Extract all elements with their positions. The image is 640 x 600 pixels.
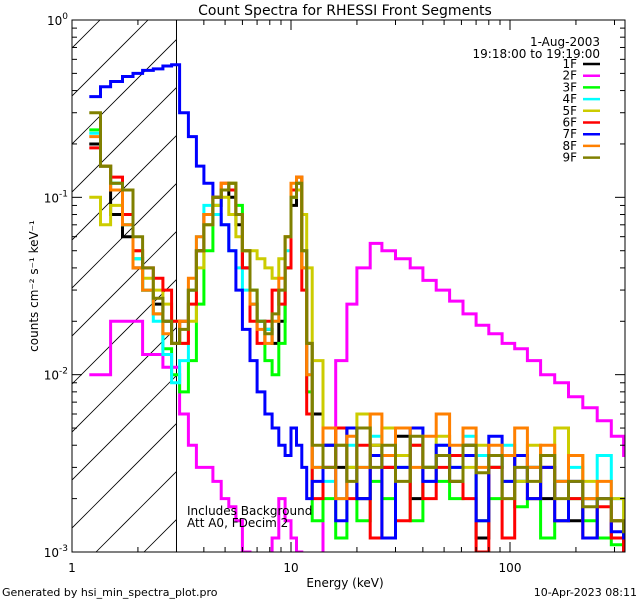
- hatch-line: [72, 86, 177, 193]
- hatch-line: [72, 20, 149, 97]
- y-tick-exponent: 0: [62, 12, 68, 22]
- legend-label-1f: 1F: [562, 57, 577, 71]
- y-axis-label: counts cm⁻² s⁻¹ keV⁻¹: [27, 220, 41, 352]
- y-tick-label: 100: [47, 12, 68, 28]
- footer-timestamp: 10-Apr-2023 08:11: [534, 586, 637, 599]
- axis-ticks: [71, 20, 625, 553]
- plot-frame: [71, 19, 626, 553]
- series-group: [89, 63, 625, 552]
- legend-label-2f: 2F: [562, 69, 577, 83]
- hatch-line: [72, 38, 177, 145]
- legend-label-8f: 8F: [562, 139, 577, 153]
- annotation-background: Includes Background: [187, 504, 312, 518]
- series-9f: [89, 111, 625, 534]
- legend-label-7f: 7F: [562, 127, 577, 141]
- x-axis-label: Energy (keV): [306, 576, 383, 590]
- chart-title: Count Spectra for RHESSI Front Segments: [198, 3, 492, 19]
- hatch-line: [72, 230, 177, 337]
- x-tick-label: 1: [68, 561, 76, 575]
- y-tick-base: 10: [44, 191, 59, 205]
- legend-label-9f: 9F: [562, 151, 577, 165]
- legend-label-6f: 6F: [562, 116, 577, 130]
- hatch-line: [72, 374, 177, 481]
- legend-date: 1-Aug-2003: [530, 35, 600, 49]
- y-tick-label: 10-3: [44, 544, 68, 560]
- legend-time-range: 19:18:00 to 19:19:00: [473, 47, 600, 61]
- hatch-line: [95, 470, 177, 552]
- y-tick-exponent: -2: [59, 367, 68, 377]
- series-2f: [89, 241, 625, 552]
- legend-label-5f: 5F: [562, 104, 577, 118]
- hatch-line: [72, 278, 177, 385]
- annotation-attenuator: Att A0, FDecim 2: [187, 516, 288, 530]
- legend-label-3f: 3F: [562, 80, 577, 94]
- x-tick-labels: 1 10 100: [68, 561, 521, 575]
- hatch-line: [0, 0, 120, 552]
- hatch-line: [72, 182, 177, 289]
- hatch-line: [240, 0, 640, 552]
- y-tick-exponent: -1: [59, 189, 68, 199]
- x-tick-label: 100: [499, 561, 522, 575]
- y-tick-base: 10: [47, 14, 62, 28]
- x-tick-label: 10: [283, 561, 298, 575]
- hatched-region: [0, 0, 640, 552]
- hatch-line: [72, 422, 177, 529]
- y-tick-base: 10: [44, 369, 59, 383]
- footer-generated-by: Generated by hsi_min_spectra_plot.pro: [2, 586, 218, 599]
- y-tick-exponent: -3: [59, 544, 68, 554]
- y-tick-label: 10-2: [44, 367, 68, 383]
- y-tick-base: 10: [44, 546, 59, 560]
- legend-label-4f: 4F: [562, 92, 577, 106]
- y-tick-label: 10-1: [44, 189, 68, 205]
